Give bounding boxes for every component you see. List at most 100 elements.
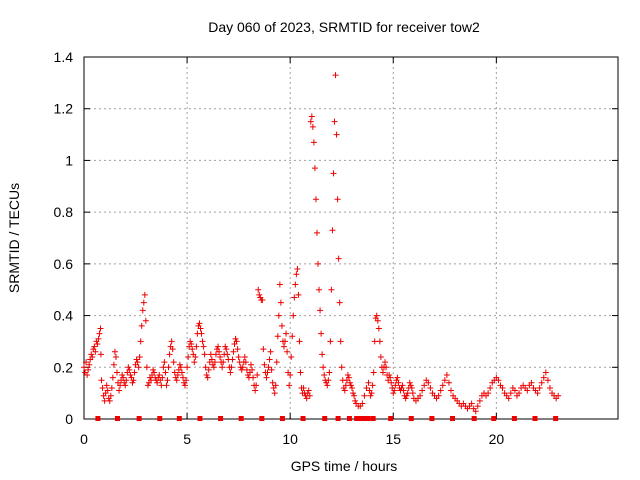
- data-point: [103, 382, 110, 389]
- data-point: [187, 338, 194, 345]
- data-point: [293, 271, 300, 278]
- data-point: [201, 351, 208, 358]
- data-point: [507, 390, 514, 397]
- data-point: [316, 286, 323, 293]
- data-point: [346, 379, 353, 386]
- data-point: [176, 361, 183, 368]
- data-point: [264, 369, 271, 376]
- data-point: [333, 131, 340, 138]
- data-point: [89, 353, 96, 360]
- data-point: [271, 390, 278, 397]
- baseline-point: [346, 416, 352, 421]
- data-point: [161, 359, 168, 366]
- data-point: [447, 387, 454, 394]
- data-point: [259, 297, 266, 304]
- data-point: [109, 374, 116, 381]
- y-tick-label: 1: [65, 152, 73, 168]
- data-point: [119, 372, 126, 379]
- data-point: [315, 260, 322, 267]
- data-point: [127, 372, 134, 379]
- data-point: [345, 374, 352, 381]
- data-point: [111, 348, 118, 355]
- data-point: [404, 390, 411, 397]
- data-point: [154, 379, 161, 386]
- data-point: [370, 369, 377, 376]
- data-point: [135, 364, 142, 371]
- data-point: [250, 374, 257, 381]
- data-point: [253, 382, 260, 389]
- data-point: [234, 346, 241, 353]
- data-point: [371, 338, 378, 345]
- data-point: [441, 377, 448, 384]
- data-point: [280, 343, 287, 350]
- data-point: [377, 353, 384, 360]
- data-point: [183, 377, 190, 384]
- data-point: [409, 390, 416, 397]
- data-point: [350, 390, 357, 397]
- data-point: [439, 382, 446, 389]
- data-point: [495, 377, 502, 384]
- data-point: [274, 333, 281, 340]
- data-point: [511, 387, 518, 394]
- data-point: [182, 382, 189, 389]
- data-point: [361, 392, 368, 399]
- data-point: [104, 387, 111, 394]
- data-point: [505, 395, 512, 402]
- data-point: [142, 317, 149, 324]
- data-point: [307, 118, 314, 125]
- data-point: [116, 387, 123, 394]
- baseline-point: [354, 416, 360, 421]
- data-point: [158, 382, 165, 389]
- baseline-point: [157, 416, 163, 421]
- baseline-point: [176, 416, 182, 421]
- baseline-point: [532, 416, 538, 421]
- data-point: [351, 392, 358, 399]
- data-point: [267, 348, 274, 355]
- data-point: [399, 382, 406, 389]
- data-point: [261, 361, 268, 368]
- data-point: [325, 377, 332, 384]
- data-point: [212, 351, 219, 358]
- data-point: [205, 366, 212, 373]
- data-point: [408, 384, 415, 391]
- baseline-point: [365, 416, 371, 421]
- baseline-point: [357, 416, 363, 421]
- data-point: [291, 294, 298, 301]
- data-point: [379, 369, 386, 376]
- data-point: [388, 379, 395, 386]
- data-point: [286, 382, 293, 389]
- data-point: [383, 364, 390, 371]
- data-point: [425, 379, 432, 386]
- data-point: [337, 338, 344, 345]
- data-point: [171, 369, 178, 376]
- data-point: [144, 382, 151, 389]
- data-point: [94, 341, 101, 348]
- data-point: [373, 312, 380, 319]
- data-point: [136, 353, 143, 360]
- data-point: [86, 361, 93, 368]
- baseline-point: [491, 416, 497, 421]
- data-point: [332, 72, 339, 79]
- data-point: [220, 359, 227, 366]
- baseline-point: [322, 416, 328, 421]
- data-point: [260, 346, 267, 353]
- data-point: [210, 364, 217, 371]
- data-point: [148, 377, 155, 384]
- data-point: [540, 374, 547, 381]
- data-point: [222, 343, 229, 350]
- data-point: [227, 369, 234, 376]
- data-point: [417, 392, 424, 399]
- data-point: [392, 382, 399, 389]
- y-tick-label: 0: [65, 411, 73, 427]
- data-point: [300, 384, 307, 391]
- data-point: [352, 397, 359, 404]
- data-point: [317, 307, 324, 314]
- data-point: [342, 382, 349, 389]
- data-point: [476, 397, 483, 404]
- data-point: [485, 390, 492, 397]
- data-point: [223, 346, 230, 353]
- baseline-point: [471, 416, 477, 421]
- data-point: [185, 353, 192, 360]
- data-point: [407, 382, 414, 389]
